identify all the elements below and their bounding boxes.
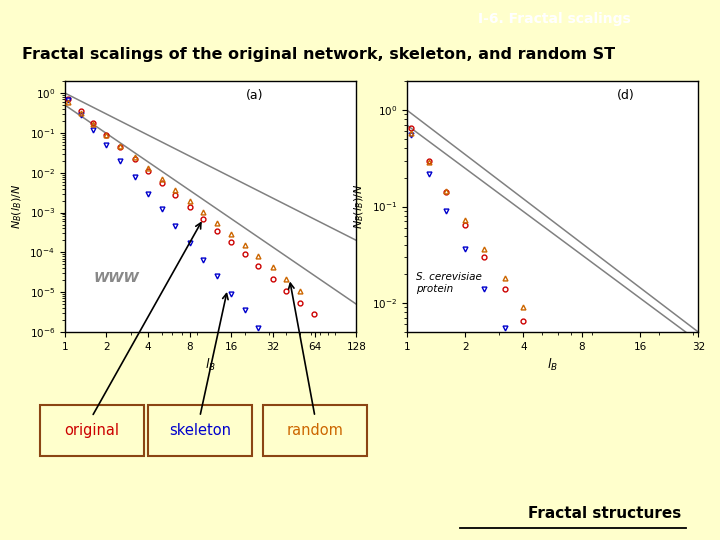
Text: original: original: [64, 423, 120, 438]
Y-axis label: $N_B(l_B)/N$: $N_B(l_B)/N$: [10, 184, 24, 229]
X-axis label: $l_B$: $l_B$: [547, 357, 558, 374]
Text: skeleton: skeleton: [168, 423, 231, 438]
Text: Fractal scalings of the original network, skeleton, and random ST: Fractal scalings of the original network…: [22, 47, 615, 62]
Text: (d): (d): [617, 89, 634, 102]
Text: (a): (a): [246, 89, 263, 102]
FancyBboxPatch shape: [263, 405, 367, 456]
Text: random: random: [287, 423, 343, 438]
X-axis label: $l_B$: $l_B$: [205, 357, 216, 374]
Text: WWW: WWW: [94, 271, 140, 285]
FancyBboxPatch shape: [148, 405, 252, 456]
FancyBboxPatch shape: [40, 405, 144, 456]
Text: S. cerevisiae
protein: S. cerevisiae protein: [415, 272, 482, 294]
Y-axis label: $N_B(l_B)/N$: $N_B(l_B)/N$: [353, 184, 366, 229]
Text: Fractal structures: Fractal structures: [528, 507, 682, 521]
Text: I-6. Fractal scalings: I-6. Fractal scalings: [478, 12, 631, 26]
